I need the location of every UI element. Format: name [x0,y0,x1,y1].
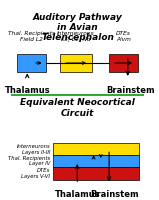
Text: Thalamus: Thalamus [4,86,50,95]
Bar [109,54,138,72]
Text: DTEs
Layers V-VI: DTEs Layers V-VI [21,168,50,179]
Text: Thal. Recipients
Field L2: Thal. Recipients Field L2 [8,31,55,42]
Text: Auditory Pathway
in Avian
Telencephalon: Auditory Pathway in Avian Telencephalon [33,13,122,42]
Text: DTEs
Alvm: DTEs Alvm [116,31,131,42]
Bar [53,167,139,180]
Bar [53,155,139,167]
Text: Brainstem: Brainstem [106,86,155,95]
Bar [53,143,139,155]
Text: Thalamus: Thalamus [54,190,100,199]
Text: Interneurons
L3, L1, Nd: Interneurons L3, L1, Nd [57,31,95,42]
Text: Brainstem: Brainstem [90,190,139,199]
Bar [60,54,92,72]
Text: Interneurons
Layers II-III: Interneurons Layers II-III [17,144,50,155]
Bar [17,54,46,72]
Text: Thal. Recipients
Layer IV: Thal. Recipients Layer IV [8,156,50,166]
Text: Equivalent Neocortical
Circuit: Equivalent Neocortical Circuit [20,98,135,118]
